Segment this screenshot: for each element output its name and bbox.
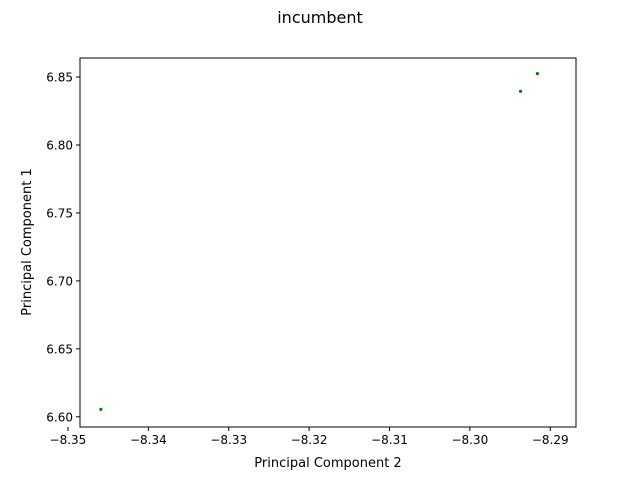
chart-title: incumbent xyxy=(277,8,363,27)
y-axis-ticks: 6.60 6.65 6.70 6.75 6.80 6.85 xyxy=(46,71,80,424)
scatter-point xyxy=(99,407,103,411)
y-axis-label: Principal Component 1 xyxy=(20,168,35,315)
data-points xyxy=(99,72,540,411)
y-tick-label: 6.65 xyxy=(46,342,73,356)
scatter-point xyxy=(535,72,540,76)
y-tick-label: 6.60 xyxy=(46,410,73,424)
y-tick-label: 6.85 xyxy=(46,71,73,85)
plot-area-frame xyxy=(79,57,577,428)
x-tick-label: −8.30 xyxy=(451,433,488,447)
x-tick-label: −8.35 xyxy=(50,433,87,447)
x-tick-label: −8.32 xyxy=(291,433,328,447)
x-tick-label: −8.33 xyxy=(210,433,247,447)
y-tick-label: 6.70 xyxy=(46,274,73,288)
x-axis-label: Principal Component 2 xyxy=(254,456,401,471)
x-tick-label: −8.31 xyxy=(371,433,408,447)
y-tick-label: 6.75 xyxy=(46,206,73,220)
x-tick-label: −8.34 xyxy=(130,433,167,447)
x-axis-ticks: −8.35 −8.34 −8.33 −8.32 −8.31 −8.30 −8.29 xyxy=(50,427,569,447)
x-tick-label: −8.29 xyxy=(532,433,569,447)
y-tick-label: 6.80 xyxy=(46,138,73,152)
scatter-point xyxy=(518,89,523,93)
